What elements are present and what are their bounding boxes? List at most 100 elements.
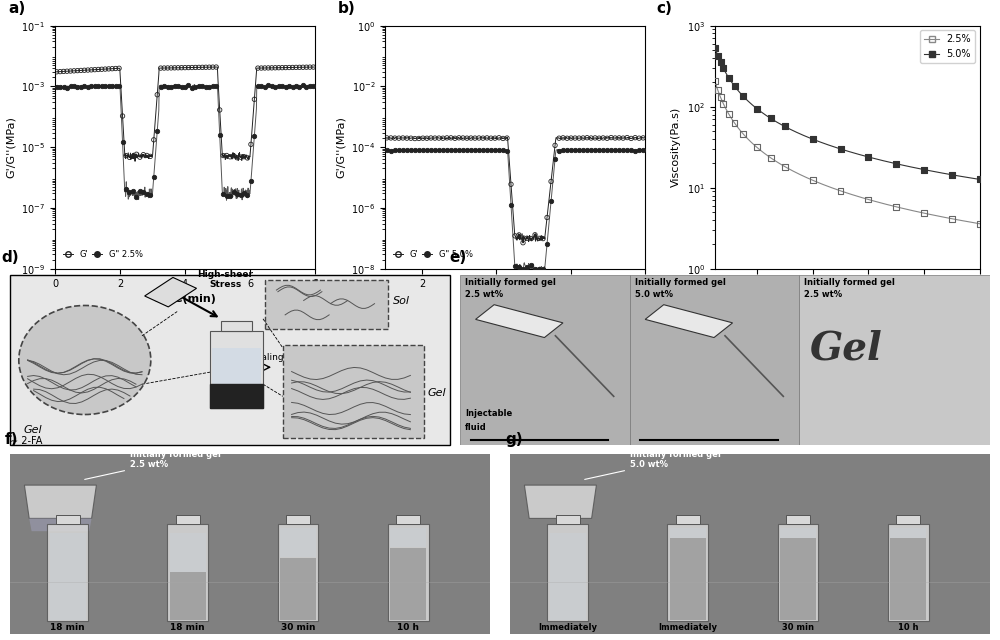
Point	[229, 152, 245, 163]
Point	[139, 150, 155, 161]
Point	[916, 164, 932, 175]
Point	[707, 76, 723, 86]
Point	[379, 145, 395, 155]
Point	[507, 260, 523, 271]
Point	[459, 133, 475, 143]
Legend: G', G" 2.5%: G', G" 2.5%	[59, 246, 146, 262]
Point	[471, 133, 487, 143]
Point	[483, 145, 499, 155]
Point	[475, 145, 491, 156]
Point	[503, 200, 519, 210]
Point	[191, 81, 207, 92]
Point	[108, 63, 124, 74]
Point	[535, 264, 551, 274]
Text: Initially formed gel: Initially formed gel	[465, 278, 556, 287]
Point	[177, 63, 193, 73]
Point	[539, 212, 555, 223]
Point	[128, 192, 144, 202]
Point	[66, 81, 82, 91]
Point	[487, 133, 503, 143]
Point	[212, 129, 228, 140]
Point	[543, 176, 559, 186]
Point	[59, 83, 75, 93]
Point	[399, 133, 415, 143]
Point	[551, 133, 567, 143]
Text: a): a)	[8, 1, 25, 17]
Point	[567, 145, 583, 155]
Point	[491, 145, 507, 155]
Point	[587, 132, 603, 143]
Point	[135, 188, 151, 198]
Point	[419, 145, 435, 155]
Bar	[799, 275, 990, 445]
Point	[87, 65, 103, 75]
Point	[749, 142, 765, 152]
Point	[419, 133, 435, 143]
Point	[285, 82, 301, 92]
Polygon shape	[476, 305, 563, 337]
Point	[833, 144, 849, 154]
Point	[527, 230, 543, 240]
Point	[291, 82, 307, 92]
Point	[156, 81, 172, 92]
Point	[607, 133, 623, 143]
Point	[543, 196, 559, 207]
Point	[271, 63, 287, 73]
Point	[305, 62, 321, 72]
Point	[467, 133, 483, 143]
Point	[87, 81, 103, 91]
Point	[63, 66, 79, 76]
Point	[208, 62, 224, 72]
Point	[559, 145, 575, 156]
Text: Gel: Gel	[428, 388, 447, 398]
Text: f): f)	[5, 431, 19, 447]
Point	[142, 151, 158, 161]
Polygon shape	[524, 485, 596, 518]
Point	[727, 81, 743, 92]
Point	[727, 118, 743, 128]
Point	[226, 188, 242, 198]
X-axis label: Shear rate(1/s): Shear rate(1/s)	[800, 294, 895, 304]
Point	[527, 264, 543, 274]
Point	[749, 104, 765, 114]
Bar	[280, 528, 316, 557]
Legend: 2.5%, 5.0%: 2.5%, 5.0%	[920, 31, 975, 63]
Point	[94, 64, 110, 74]
Bar	[786, 515, 810, 524]
Point	[387, 145, 403, 155]
Point	[160, 82, 176, 92]
Point	[415, 145, 431, 156]
Point	[547, 140, 563, 150]
Bar	[388, 524, 429, 621]
Point	[56, 67, 72, 77]
Point	[246, 131, 262, 141]
Point	[191, 62, 207, 72]
Point	[443, 145, 459, 156]
Point	[111, 63, 127, 74]
Point	[431, 133, 447, 143]
Point	[463, 133, 479, 143]
Text: 30 min: 30 min	[281, 623, 315, 632]
Point	[205, 81, 221, 92]
Point	[499, 133, 515, 143]
Point	[118, 150, 134, 161]
Point	[459, 145, 475, 155]
Text: 18 min: 18 min	[170, 623, 205, 632]
Point	[76, 81, 92, 92]
Point	[219, 191, 235, 201]
Point	[763, 113, 779, 124]
Point	[511, 262, 527, 272]
Point	[302, 81, 318, 91]
Point	[236, 188, 252, 198]
Point	[174, 63, 190, 73]
Point	[972, 219, 988, 229]
Point	[229, 188, 245, 198]
Text: High-sheer
Stress: High-sheer Stress	[198, 270, 254, 289]
Point	[475, 133, 491, 143]
Point	[599, 145, 615, 156]
Point	[201, 62, 217, 72]
Point	[236, 152, 252, 162]
Bar	[670, 528, 706, 538]
Text: fluid: fluid	[465, 423, 487, 432]
Point	[264, 81, 280, 92]
